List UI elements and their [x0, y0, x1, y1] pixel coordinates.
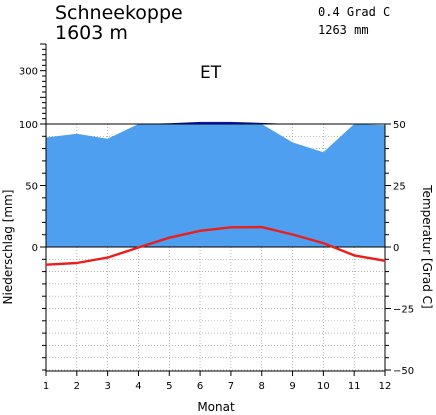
temperature-point-1	[45, 263, 47, 266]
temperature-point-6	[199, 229, 201, 232]
month-label-12: 12	[379, 381, 392, 392]
temperature-point-7	[230, 226, 232, 229]
temperature-point-9	[291, 233, 294, 236]
temperature-point-3	[106, 256, 109, 259]
temperature-point-12	[384, 259, 386, 262]
temperature-line	[45, 225, 386, 266]
precip-tick-label-300: 300	[19, 67, 38, 78]
mean-temperature: 0.4 Grad C	[318, 5, 390, 19]
temp-tick-label--25: −25	[393, 305, 414, 316]
precipitation-areas	[46, 121, 385, 247]
axes	[40, 43, 391, 376]
month-label-11: 11	[348, 381, 361, 392]
month-label-3: 3	[104, 381, 110, 392]
precip-tick-label-100: 100	[19, 120, 38, 131]
precip-tick-label-50: 50	[25, 182, 38, 193]
temp-tick-label-25: 25	[393, 182, 406, 193]
month-label-6: 6	[197, 381, 203, 392]
left-axis-title: Niederschlag [mm]	[1, 190, 15, 305]
month-label-8: 8	[259, 381, 265, 392]
month-label-2: 2	[74, 381, 80, 392]
temp-tick-label-0: 0	[393, 243, 399, 254]
temperature-point-8	[260, 226, 263, 228]
temperature-point-10	[322, 242, 325, 244]
temp-tick-label-50: 50	[393, 120, 406, 131]
temperature-point-2	[76, 262, 78, 264]
month-label-10: 10	[317, 381, 330, 392]
temp-tick-label--50: −50	[393, 366, 414, 377]
climate-class: ET	[200, 63, 222, 83]
month-label-1: 1	[43, 381, 49, 392]
station-name: Schneekoppe	[55, 2, 183, 24]
month-label-7: 7	[228, 381, 234, 392]
temperature-curve	[45, 225, 386, 266]
month-label-5: 5	[166, 381, 172, 392]
temperature-point-11	[353, 254, 355, 257]
temperature-point-5	[168, 236, 171, 239]
month-label-4: 4	[135, 381, 141, 392]
precip-tick-label-0: 0	[32, 243, 38, 254]
month-label-9: 9	[289, 381, 295, 392]
temperature-point-4	[137, 246, 140, 249]
station-elevation: 1603 m	[55, 22, 128, 44]
annual-precipitation: 1263 mm	[318, 23, 369, 37]
x-axis-title: Monat	[197, 400, 235, 414]
precipitation-area	[46, 124, 385, 247]
precipitation-excess-area	[46, 121, 385, 124]
right-axis-title: Temperatur [Grad C]	[420, 184, 434, 308]
